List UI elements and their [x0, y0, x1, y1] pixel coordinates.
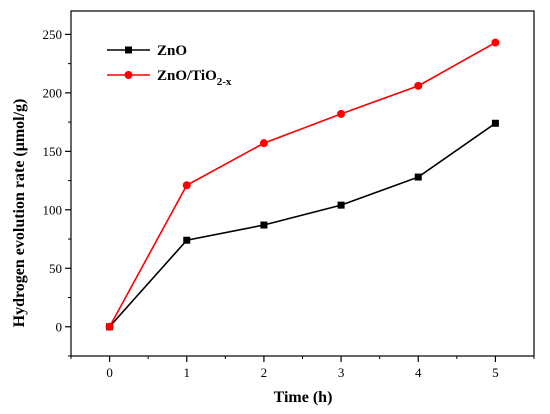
- y-tick-label: 100: [43, 202, 63, 217]
- legend-marker: [125, 46, 132, 54]
- x-tick-label: 3: [338, 365, 345, 380]
- legend-item: ZnO: [107, 43, 187, 59]
- data-point: [337, 109, 346, 118]
- series-zno-tio2-x: [105, 38, 500, 331]
- data-point: [414, 81, 423, 90]
- x-axis-ticks: 0 1 2 3 4 5: [70, 356, 535, 380]
- data-point: [105, 322, 114, 331]
- legend-label: ZnO/TiO2-x: [157, 68, 232, 88]
- y-tick-label: 0: [56, 319, 63, 334]
- legend-marker: [124, 71, 133, 79]
- x-tick-label: 1: [184, 365, 191, 380]
- x-axis-title: Time (h): [274, 389, 333, 406]
- x-tick-label: 4: [415, 365, 422, 380]
- data-point: [183, 236, 191, 244]
- data-point: [337, 201, 345, 209]
- data-point: [491, 38, 500, 47]
- legend: ZnO ZnO/TiO2-x: [107, 43, 232, 88]
- y-tick-label: 150: [43, 144, 63, 159]
- data-point: [259, 139, 268, 148]
- x-tick-label: 2: [261, 365, 268, 380]
- series-layer: [105, 38, 500, 331]
- y-tick-label: 200: [43, 85, 63, 100]
- series-line: [108, 41, 496, 328]
- plot-border: [70, 10, 535, 357]
- data-point: [414, 173, 422, 181]
- data-point: [491, 119, 499, 127]
- x-tick-label: 5: [492, 365, 499, 380]
- x-tick-label: 0: [106, 365, 113, 380]
- y-axis-ticks: 0 50 100 150 200 250: [43, 27, 71, 357]
- y-tick-label: 250: [43, 27, 63, 42]
- legend-item: ZnO/TiO2-x: [107, 68, 232, 88]
- y-axis-title: Hydrogen evolution rate (μmol/g): [11, 99, 28, 328]
- legend-label: ZnO: [157, 43, 187, 59]
- y-tick-label: 50: [49, 261, 62, 276]
- data-point: [182, 181, 191, 190]
- plot-frame: [70, 10, 535, 357]
- series-line: [108, 122, 496, 328]
- data-point: [260, 221, 268, 229]
